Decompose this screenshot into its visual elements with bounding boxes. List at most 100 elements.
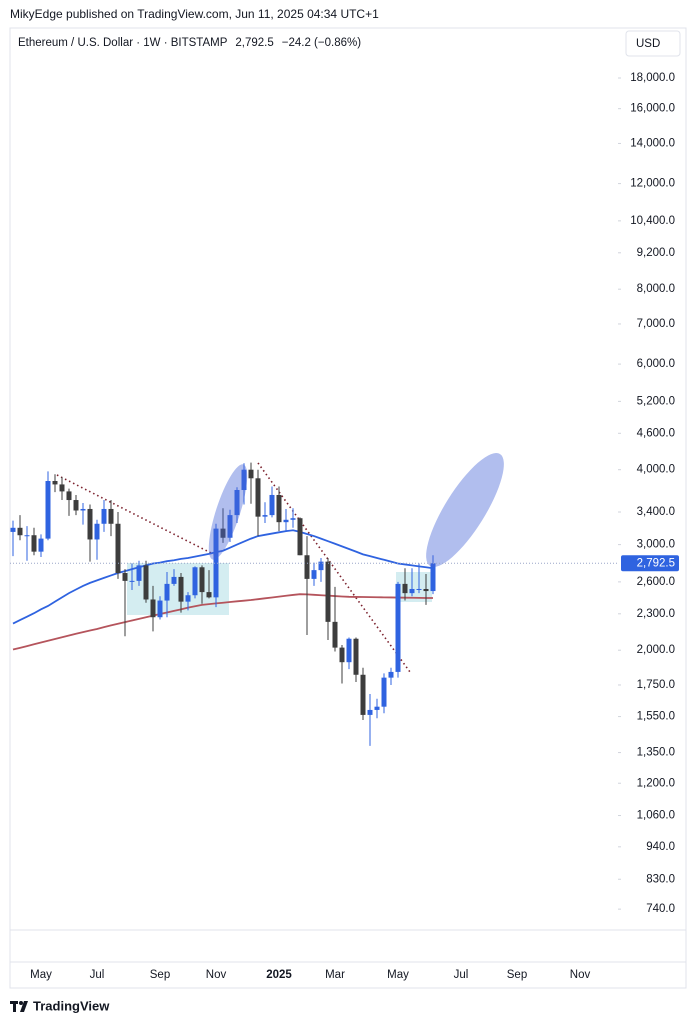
x-tick-label: May xyxy=(30,969,52,981)
y-tick-label: 740.0 xyxy=(646,903,675,915)
candle-body xyxy=(115,523,121,574)
candle-body xyxy=(416,588,422,590)
candle-body xyxy=(136,565,142,581)
y-tick-label: 12,000.0 xyxy=(630,178,675,190)
candle-body xyxy=(199,567,205,593)
x-tick-label: Nov xyxy=(570,969,591,981)
candle-body xyxy=(143,565,149,600)
y-tick-label: 16,000.0 xyxy=(630,103,675,115)
candle-body xyxy=(283,519,289,523)
candle-body xyxy=(171,576,177,584)
candle-body xyxy=(269,494,275,516)
candle-body xyxy=(318,561,324,571)
y-tick-label: 2,000.0 xyxy=(637,644,675,656)
y-tick-label: 1,060.0 xyxy=(637,810,675,822)
last-price-tag xyxy=(621,555,679,572)
x-tick-label: Sep xyxy=(150,969,170,981)
candle-body xyxy=(297,518,303,556)
trend-line xyxy=(56,474,216,556)
candle-body xyxy=(276,494,282,523)
candle-body xyxy=(24,535,30,537)
candle-body xyxy=(31,535,37,552)
candle-body xyxy=(395,583,401,672)
candle-body xyxy=(423,588,429,592)
y-tick-label: 1,200.0 xyxy=(637,777,675,789)
logo-mark xyxy=(20,1001,28,1012)
x-tick-label: Mar xyxy=(325,969,345,981)
y-tick-label: 10,400.0 xyxy=(630,215,675,227)
candle-body xyxy=(346,638,352,663)
y-tick-label: 6,000.0 xyxy=(637,358,675,370)
price-change: −24.2 (−0.86%) xyxy=(282,37,361,49)
candle-body xyxy=(381,677,387,707)
candle-body xyxy=(360,674,366,715)
candle-body xyxy=(17,527,23,536)
x-tick-label: Jul xyxy=(90,969,105,981)
candle-body xyxy=(94,523,100,540)
candle-body xyxy=(353,638,359,675)
last-price: 2,792.5 xyxy=(235,37,273,49)
published-line: MikyEdge published on TradingView.com, J… xyxy=(10,7,379,21)
candle-body xyxy=(80,508,86,511)
logo xyxy=(10,1001,28,1012)
y-tick-label: 3,000.0 xyxy=(637,539,675,551)
projection-ellipse xyxy=(426,453,504,567)
highlight-ellipse xyxy=(208,464,248,560)
candle-body xyxy=(129,580,135,582)
candle-body xyxy=(409,588,415,594)
candle-body xyxy=(185,595,191,602)
moving-average-line xyxy=(12,593,433,651)
currency-button[interactable] xyxy=(625,30,681,57)
candle-body xyxy=(213,528,219,598)
candle-body xyxy=(262,515,268,517)
candle-body xyxy=(290,518,296,520)
candle-body xyxy=(339,647,345,663)
candle-body xyxy=(87,508,93,540)
candle-body xyxy=(45,481,51,539)
candle-body xyxy=(192,567,198,596)
logo-mark xyxy=(19,1001,23,1005)
y-tick-label: 7,000.0 xyxy=(637,318,675,330)
candle-body xyxy=(66,491,72,501)
plot-area xyxy=(10,462,436,746)
last-price-tag-label: 2,792.5 xyxy=(637,557,675,569)
candle-body xyxy=(178,576,184,602)
candle-body xyxy=(10,527,16,532)
y-tick-label: 5,200.0 xyxy=(637,395,675,407)
y-tick-label: 1,550.0 xyxy=(637,711,675,723)
currency-label: USD xyxy=(636,38,660,50)
candle-body xyxy=(325,561,331,622)
y-tick-label: 4,000.0 xyxy=(637,464,675,476)
y-tick-label: 2,300.0 xyxy=(637,608,675,620)
candle-body xyxy=(255,478,261,517)
y-tick-label: 940.0 xyxy=(646,841,675,853)
symbol-header: Ethereum / U.S. Dollar · 1W · BITSTAMP 2,… xyxy=(18,37,361,49)
candle-body xyxy=(227,515,233,538)
y-tick-label: 2,600.0 xyxy=(637,576,675,588)
candle-body xyxy=(388,671,394,678)
candle-body xyxy=(38,538,44,552)
candle-body xyxy=(311,570,317,579)
y-tick-label: 4,600.0 xyxy=(637,427,675,439)
brand-name: TradingView xyxy=(33,998,110,1013)
y-tick-label: 1,750.0 xyxy=(637,679,675,691)
candle-body xyxy=(332,621,338,648)
x-tick-label: Sep xyxy=(507,969,527,981)
candle-body xyxy=(122,573,128,581)
y-tick-label: 3,400.0 xyxy=(637,506,675,518)
y-tick-label: 18,000.0 xyxy=(630,72,675,84)
logo-mark xyxy=(13,1001,16,1012)
candle-body xyxy=(220,528,226,538)
candle-body xyxy=(157,600,163,618)
x-tick-label: Jul xyxy=(454,969,469,981)
candle-body xyxy=(234,489,240,516)
candle-body xyxy=(206,592,212,598)
moving-average-line xyxy=(12,529,434,625)
candle-body xyxy=(374,706,380,710)
candle-body xyxy=(101,508,107,524)
candle-body xyxy=(367,709,373,715)
chart-frame xyxy=(9,27,687,989)
symbol-title: Ethereum / U.S. Dollar · 1W · BITSTAMP xyxy=(18,37,228,49)
